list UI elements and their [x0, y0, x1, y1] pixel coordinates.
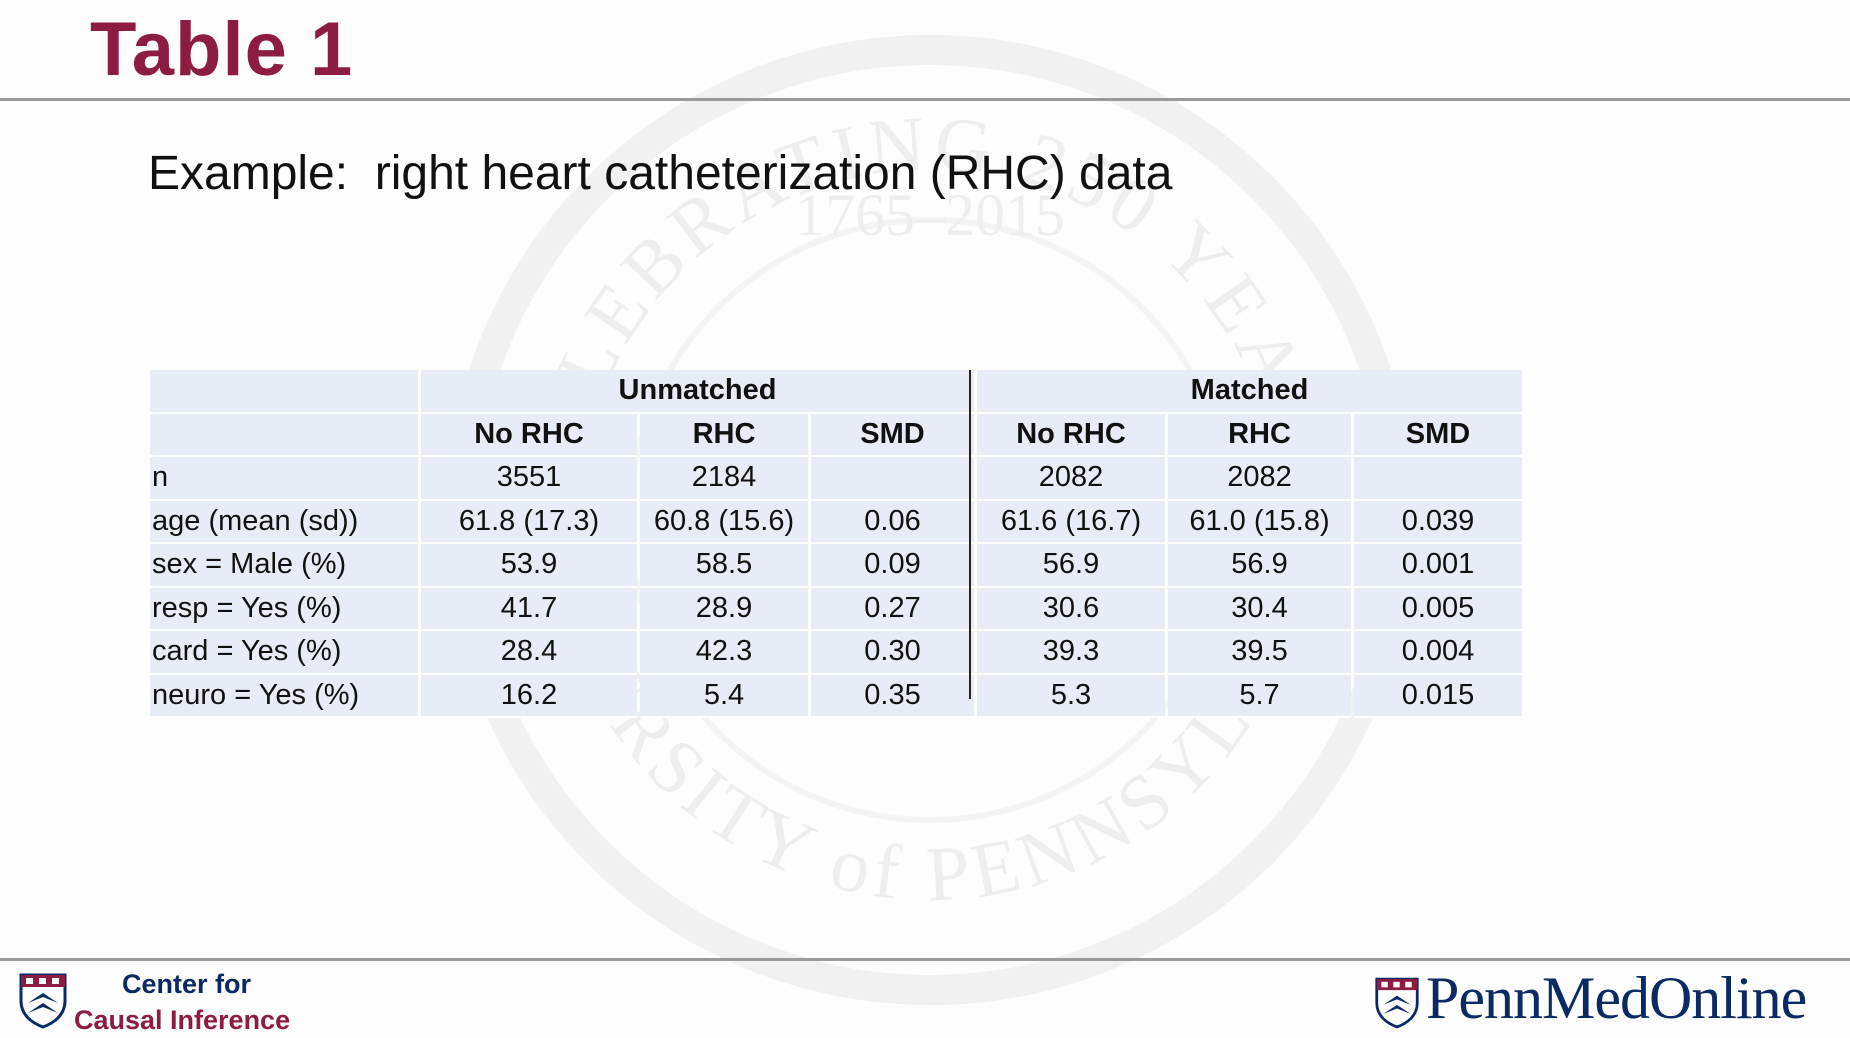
table-corner-cell [150, 413, 418, 457]
column-header: RHC [1168, 413, 1351, 457]
table-cell: 0.001 [1354, 544, 1522, 588]
table-cell: 3551 [421, 457, 637, 501]
bottom-divider [0, 958, 1850, 961]
column-header: No RHC [421, 413, 637, 457]
footer-left-line1: Center for [122, 969, 252, 999]
table-cell: 30.6 [977, 587, 1165, 631]
table-cell: 56.9 [977, 544, 1165, 588]
row-label: n [150, 457, 418, 501]
slide-subtitle: Example: right heart catheterization (RH… [148, 147, 1173, 200]
table-row: resp = Yes (%) 41.7 28.9 0.27 30.6 30.4 … [150, 587, 1522, 631]
table-row: sex = Male (%) 53.9 58.5 0.09 56.9 56.9 … [150, 544, 1522, 588]
table-cell: 28.9 [640, 587, 808, 631]
table-row: n 3551 2184 2082 2082 [150, 457, 1522, 501]
table-cell: 0.015 [1354, 674, 1522, 718]
center-for-causal-inference-logo: Center for Causal Inference [74, 966, 290, 1038]
table-cell: 53.9 [421, 544, 637, 588]
pennmedonline-logo-text: PennMedOnline [1426, 965, 1807, 1031]
table-corner-cell [150, 370, 418, 414]
table-cell: 42.3 [640, 631, 808, 675]
table-cell: 41.7 [421, 587, 637, 631]
table-cell: 58.5 [640, 544, 808, 588]
table-cell: 0.005 [1354, 587, 1522, 631]
group-header-unmatched: Unmatched [421, 370, 974, 414]
column-header: RHC [640, 413, 808, 457]
rhc-table: Unmatched Matched No RHC RHC SMD No RHC … [147, 370, 1525, 718]
table-cell: 61.8 (17.3) [421, 500, 637, 544]
column-header: SMD [811, 413, 974, 457]
table-cell: 5.4 [640, 674, 808, 718]
table-cell: 28.4 [421, 631, 637, 675]
table-row: age (mean (sd)) 61.8 (17.3) 60.8 (15.6) … [150, 500, 1522, 544]
table-cell: 0.06 [811, 500, 974, 544]
table-cell: 61.6 (16.7) [977, 500, 1165, 544]
table-cell: 0.30 [811, 631, 974, 675]
table-cell: 61.0 (15.8) [1168, 500, 1351, 544]
table-cell: 2082 [977, 457, 1165, 501]
table-column-header-row: No RHC RHC SMD No RHC RHC SMD [150, 413, 1522, 457]
slide-title: Table 1 [90, 7, 354, 92]
row-label: age (mean (sd)) [150, 500, 418, 544]
penn-shield-icon [1375, 977, 1419, 1029]
table-row: card = Yes (%) 28.4 42.3 0.30 39.3 39.5 … [150, 631, 1522, 675]
table-cell: 16.2 [421, 674, 637, 718]
table-row: neuro = Yes (%) 16.2 5.4 0.35 5.3 5.7 0.… [150, 674, 1522, 718]
table-cell [811, 457, 974, 501]
row-label: card = Yes (%) [150, 631, 418, 675]
row-label: neuro = Yes (%) [150, 674, 418, 718]
group-header-matched: Matched [977, 370, 1522, 414]
table-cell: 0.27 [811, 587, 974, 631]
group-divider-line [969, 370, 971, 699]
table-cell: 2184 [640, 457, 808, 501]
table-cell: 2082 [1168, 457, 1351, 501]
table-cell: 0.004 [1354, 631, 1522, 675]
footer-left-line2: Causal Inference [74, 1005, 291, 1035]
table-cell: 0.35 [811, 674, 974, 718]
table-cell: 39.5 [1168, 631, 1351, 675]
table-cell: 5.3 [977, 674, 1165, 718]
penn-shield-icon [19, 973, 67, 1029]
table-cell: 30.4 [1168, 587, 1351, 631]
top-divider [0, 98, 1850, 101]
table-group-header-row: Unmatched Matched [150, 370, 1522, 414]
column-header: No RHC [977, 413, 1165, 457]
table-cell: 39.3 [977, 631, 1165, 675]
table-cell: 0.09 [811, 544, 974, 588]
table-cell [1354, 457, 1522, 501]
row-label: resp = Yes (%) [150, 587, 418, 631]
table-cell: 56.9 [1168, 544, 1351, 588]
column-header: SMD [1354, 413, 1522, 457]
row-label: sex = Male (%) [150, 544, 418, 588]
table-cell: 60.8 (15.6) [640, 500, 808, 544]
table-cell: 0.039 [1354, 500, 1522, 544]
table-cell: 5.7 [1168, 674, 1351, 718]
